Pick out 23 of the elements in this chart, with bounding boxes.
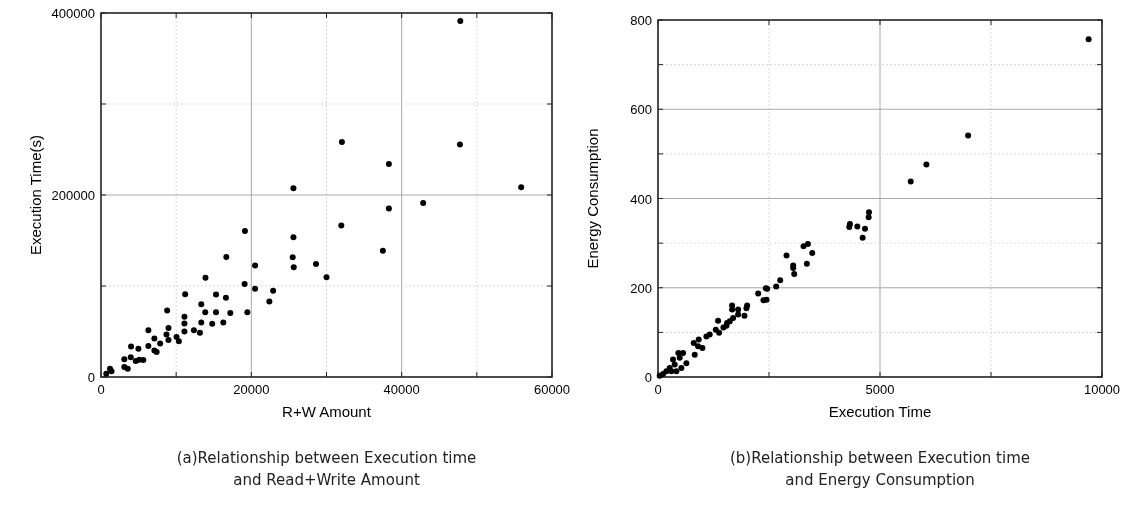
x-tick-label: 20000 [233, 382, 270, 397]
x-tick-label: 5000 [865, 382, 895, 397]
y-axis-title: Execution Time(s) [27, 134, 44, 256]
y-tick-label: 0 [87, 370, 95, 385]
text: (a)Relationship between Execution time [176, 449, 477, 467]
y-axis-title: Energy Consumption [584, 128, 601, 269]
y-tick-label: 0 [644, 370, 652, 385]
x-axis-title: Execution Time [828, 403, 932, 420]
y-tick-label: 200 [630, 280, 652, 296]
y-tick-label: 400 [630, 191, 652, 207]
text: and Energy Consumption [785, 471, 975, 489]
y-tick-label: 800 [630, 13, 652, 28]
y-tick-label: 400000 [51, 6, 95, 21]
text: (b)Relationship between Execution time [730, 449, 1030, 467]
x-tick-label: 0 [97, 382, 105, 397]
x-tick-label: 0 [654, 382, 662, 397]
y-tick-label: 600 [630, 102, 652, 118]
text: and Read+Write Amount [233, 471, 420, 489]
y-tick-label: 200000 [51, 188, 95, 203]
x-tick-label: 40000 [383, 382, 420, 397]
x-tick-label: 10000 [1083, 382, 1121, 397]
x-tick-label: 60000 [533, 382, 571, 397]
x-axis-title: R+W Amount [282, 403, 372, 420]
